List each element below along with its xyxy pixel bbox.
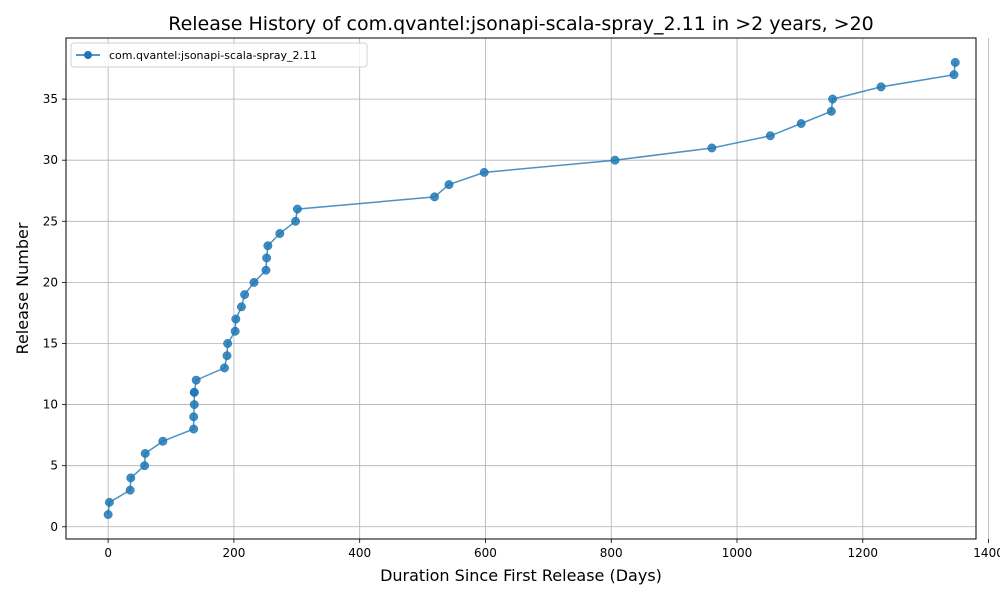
data-point: [292, 204, 302, 214]
y-tick-label: 0: [50, 520, 58, 534]
y-tick-label: 10: [43, 398, 58, 412]
data-point: [104, 497, 114, 507]
legend-box: [70, 42, 368, 68]
y-tick-label: 25: [43, 214, 58, 228]
data-point: [223, 339, 233, 348]
x-axis-label: Duration Since First Release (Days): [380, 566, 662, 585]
data-point: [189, 424, 199, 434]
data-point: [103, 510, 113, 520]
series-line: [107, 62, 956, 515]
data-point: [876, 82, 886, 92]
data-point: [189, 412, 199, 422]
x-tick-label: 800: [600, 546, 623, 560]
data-point: [707, 143, 717, 153]
x-tick-label: 200: [222, 546, 245, 560]
data-point: [291, 216, 300, 226]
data-point: [222, 351, 232, 361]
data-point: [444, 180, 454, 190]
x-tick-label: 1000: [722, 546, 753, 560]
data-point: [126, 473, 136, 483]
data-point: [950, 57, 960, 67]
x-tick-label: 400: [348, 546, 371, 560]
data-point: [796, 119, 806, 128]
x-tick-label: 0: [104, 546, 112, 560]
data-point: [479, 167, 489, 177]
y-tick-label: 30: [43, 153, 58, 167]
data-point: [828, 94, 838, 104]
data-point: [261, 265, 271, 275]
data-point: [140, 449, 150, 458]
legend: com.qvantel:jsonapi-scala-spray_2.11: [70, 42, 368, 68]
data-point: [765, 131, 775, 141]
data-point: [125, 485, 135, 495]
plot-frame: [65, 37, 977, 540]
y-tick-label: 20: [43, 275, 58, 289]
data-point: [949, 70, 959, 80]
data-point: [610, 155, 620, 165]
data-point: [826, 106, 836, 116]
data-point: [240, 290, 250, 300]
data-point: [430, 192, 439, 202]
data-point: [237, 302, 246, 312]
x-tick-label: 1200: [848, 546, 879, 560]
data-point: [189, 387, 199, 397]
x-tick-label: 600: [474, 546, 497, 560]
data-point: [191, 375, 201, 385]
data-point: [189, 400, 199, 410]
chart-title: Release History of com.qvantel:jsonapi-s…: [168, 13, 874, 35]
data-point: [140, 461, 150, 471]
y-tick-label: 35: [43, 92, 58, 106]
y-axis-label: Release Number: [13, 222, 32, 354]
data-point: [262, 253, 272, 263]
data-point: [231, 314, 241, 324]
data-point: [249, 277, 259, 287]
legend-marker-swatch: [84, 51, 92, 59]
data-point: [275, 229, 285, 238]
data-point: [220, 363, 229, 373]
series-layer: [103, 57, 960, 520]
data-point: [230, 326, 240, 336]
data-point: [263, 241, 273, 251]
y-tick-label: 15: [43, 336, 58, 350]
y-tick-label: 5: [50, 459, 58, 473]
legend-entry-label: com.qvantel:jsonapi-scala-spray_2.11: [109, 49, 317, 62]
grid: [66, 38, 989, 539]
data-point: [158, 436, 168, 446]
